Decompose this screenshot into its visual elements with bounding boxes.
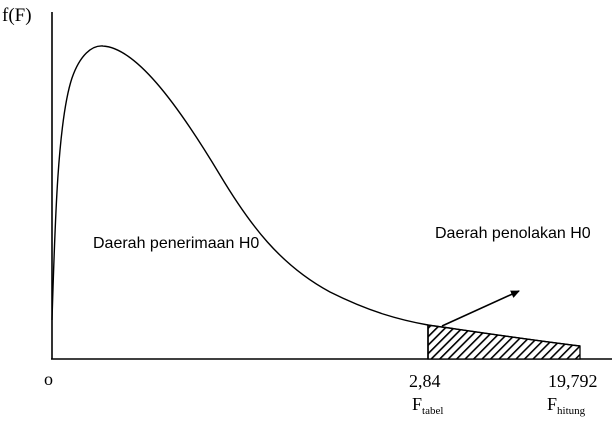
acceptance-region-label: Daerah penerimaan H0 [93,235,260,252]
f-table-label: Ftabel [412,395,443,417]
origin-label: o [44,369,53,389]
y-axis-label: f(F) [2,5,32,26]
f-table-symbol: F [412,394,423,414]
computed-value-label: 19,792 [548,371,598,391]
density-curve [51,45,581,347]
f-computed-subscript: hitung [557,405,586,417]
f-computed-symbol: F [547,394,558,414]
rejection-region-label: Daerah penolakan H0 [435,225,591,242]
rejection-region [427,324,581,360]
f-table-subscript: tabel [422,405,444,417]
f-computed-label: Fhitung [547,395,585,417]
rejection-arrow [441,290,520,327]
critical-value-label: 2,84 [409,371,441,391]
